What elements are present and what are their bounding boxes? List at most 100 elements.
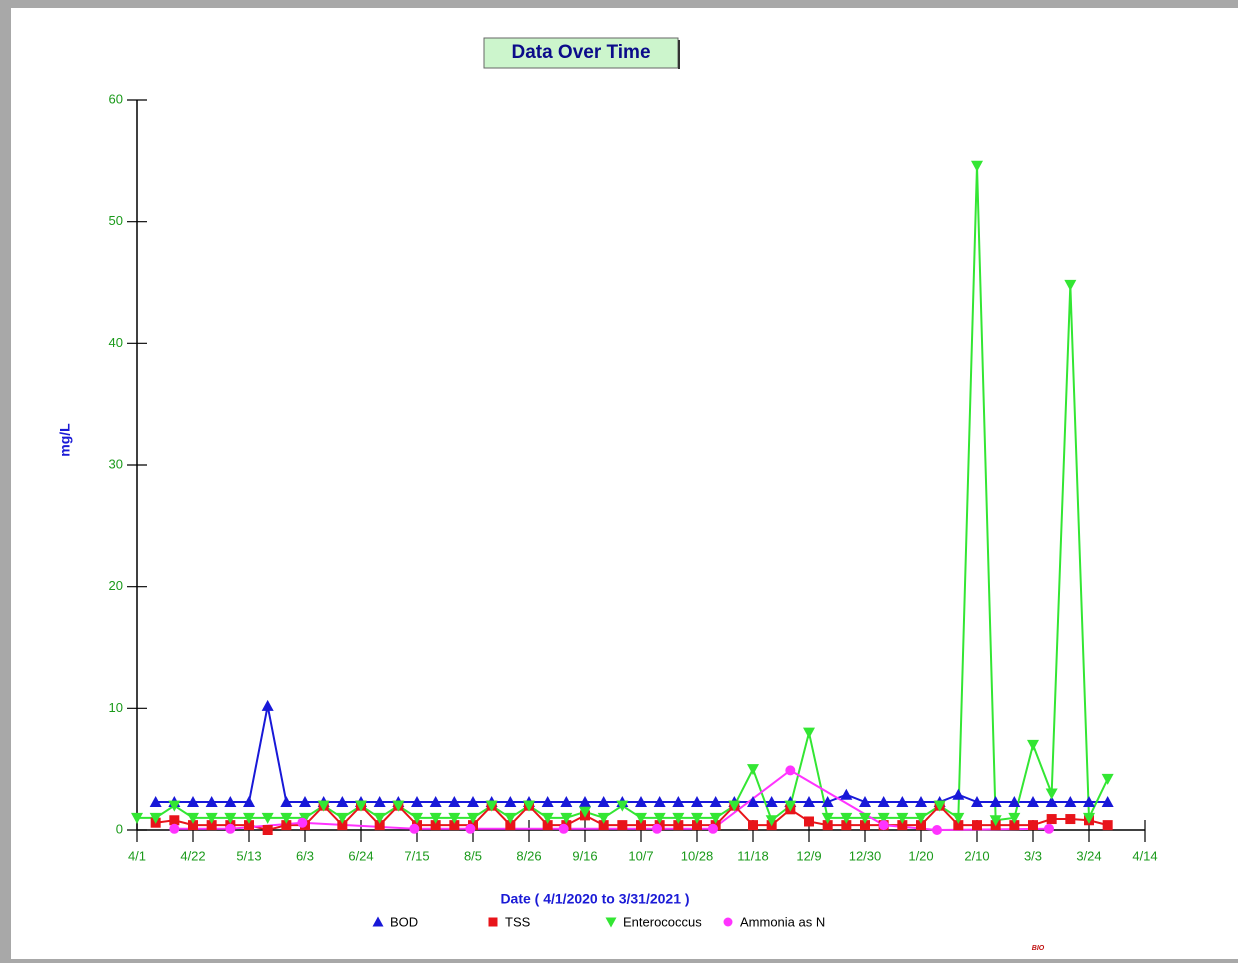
x-tick-label: 5/13 (236, 848, 261, 863)
data-point (131, 812, 143, 824)
data-point (336, 796, 349, 808)
y-tick-label: 30 (109, 456, 123, 471)
x-tick-label: 4/22 (180, 848, 205, 863)
data-point (597, 796, 610, 808)
x-tick-label: 6/24 (348, 848, 373, 863)
data-point (1102, 820, 1113, 831)
data-point (430, 820, 441, 831)
data-point (224, 796, 237, 808)
data-point (1027, 739, 1039, 751)
data-point (765, 815, 778, 827)
data-point (579, 796, 591, 808)
x-tick-label: 10/28 (681, 848, 714, 863)
data-point (747, 796, 759, 808)
data-point (653, 796, 666, 808)
x-tick-label: 1/20 (908, 848, 933, 863)
legend-marker (605, 917, 617, 928)
data-point (187, 812, 199, 824)
x-tick-label: 8/5 (464, 848, 482, 863)
y-axis-title: mg/L (57, 423, 73, 457)
data-point (317, 800, 330, 812)
data-point (1028, 820, 1038, 831)
data-point (803, 727, 815, 739)
y-tick-label: 60 (109, 91, 123, 106)
x-tick-label: 12/9 (796, 848, 821, 863)
data-point (877, 812, 890, 824)
data-point (168, 800, 181, 812)
data-point (617, 820, 628, 831)
data-point (598, 820, 609, 831)
data-point (225, 823, 236, 834)
data-point (411, 796, 423, 808)
data-point (355, 800, 367, 812)
x-axis-title: Date ( 4/1/2020 to 3/31/2021 ) (500, 891, 689, 907)
data-point (840, 812, 853, 824)
data-point (411, 812, 423, 824)
data-point (281, 820, 292, 831)
data-point (505, 820, 516, 831)
data-point (449, 820, 460, 831)
data-point (429, 796, 442, 808)
data-point (709, 812, 722, 824)
data-point (691, 812, 703, 824)
data-point (897, 820, 908, 831)
data-point (803, 796, 815, 808)
data-point (205, 812, 218, 824)
chart-title: Data Over Time (511, 42, 650, 63)
data-point (972, 820, 982, 831)
legend-label: Enterococcus (623, 914, 702, 929)
data-point (523, 800, 535, 812)
data-point (915, 812, 927, 824)
data-point (1101, 796, 1114, 808)
data-point (187, 796, 199, 808)
data-point (692, 820, 702, 831)
data-point (953, 820, 964, 831)
data-point (635, 812, 647, 824)
data-point (896, 796, 909, 808)
data-point (878, 820, 889, 831)
data-point (748, 820, 758, 831)
data-point (467, 812, 479, 824)
legend-marker (723, 917, 733, 927)
x-tick-label: 3/24 (1076, 848, 1101, 863)
data-point (1044, 823, 1054, 834)
data-point (429, 812, 442, 824)
x-tick-label: 10/7 (628, 848, 653, 863)
data-point (989, 815, 1002, 827)
data-point (616, 800, 629, 812)
data-point (261, 699, 274, 711)
data-point (465, 823, 476, 834)
data-point (1045, 788, 1058, 800)
series-line (155, 705, 1108, 804)
data-point (1101, 773, 1114, 785)
data-point (672, 796, 685, 808)
data-point (841, 820, 852, 831)
x-tick-label: 8/26 (516, 848, 541, 863)
data-point (224, 812, 237, 824)
data-point (728, 800, 741, 812)
data-point (299, 796, 311, 808)
legend-label: TSS (505, 914, 531, 929)
legend-marker (488, 917, 498, 927)
x-tick-label: 9/16 (572, 848, 597, 863)
data-point (1027, 796, 1039, 808)
data-point (747, 764, 759, 776)
data-point (652, 823, 662, 834)
data-point (1045, 796, 1058, 808)
data-point (653, 812, 666, 824)
data-point (541, 812, 554, 824)
data-point (1046, 814, 1057, 825)
data-point (1008, 796, 1021, 808)
data-point (840, 788, 853, 800)
data-point (859, 796, 871, 808)
data-point (672, 812, 685, 824)
logo: BIO (1032, 945, 1045, 952)
data-point (542, 820, 553, 831)
series-line (155, 804, 1108, 832)
data-point (597, 812, 610, 824)
data-point (952, 788, 965, 800)
data-point (280, 796, 293, 808)
data-point (373, 812, 386, 824)
data-point (765, 796, 778, 808)
